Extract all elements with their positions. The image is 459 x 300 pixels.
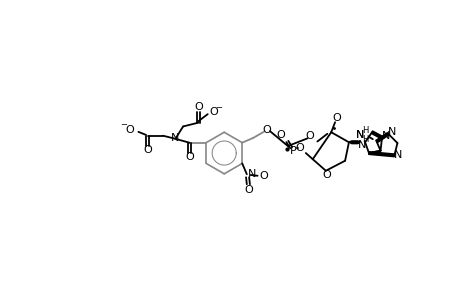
Text: O: O [331, 112, 340, 123]
Text: O: O [194, 102, 202, 112]
Text: −: − [214, 103, 222, 112]
Text: O: O [305, 131, 313, 141]
Text: N: N [355, 130, 363, 140]
Text: N: N [171, 133, 179, 143]
Text: N: N [381, 131, 389, 141]
Text: O: O [262, 125, 271, 135]
Text: O: O [185, 152, 193, 162]
Text: N: N [247, 169, 255, 179]
Text: O: O [143, 145, 152, 155]
Text: −: − [120, 120, 127, 129]
Text: O: O [295, 143, 303, 153]
Text: H: H [361, 126, 368, 135]
Text: O: O [125, 125, 134, 135]
Text: O: O [276, 130, 285, 140]
Text: N: N [393, 150, 402, 160]
Text: H: H [361, 136, 368, 145]
Text: O: O [209, 107, 218, 117]
Text: P: P [290, 146, 296, 157]
Text: O: O [322, 169, 330, 180]
Text: N: N [357, 140, 365, 150]
Text: N: N [387, 127, 395, 137]
Text: O: O [259, 171, 268, 181]
Text: N: N [355, 130, 363, 140]
Text: O: O [243, 184, 252, 195]
